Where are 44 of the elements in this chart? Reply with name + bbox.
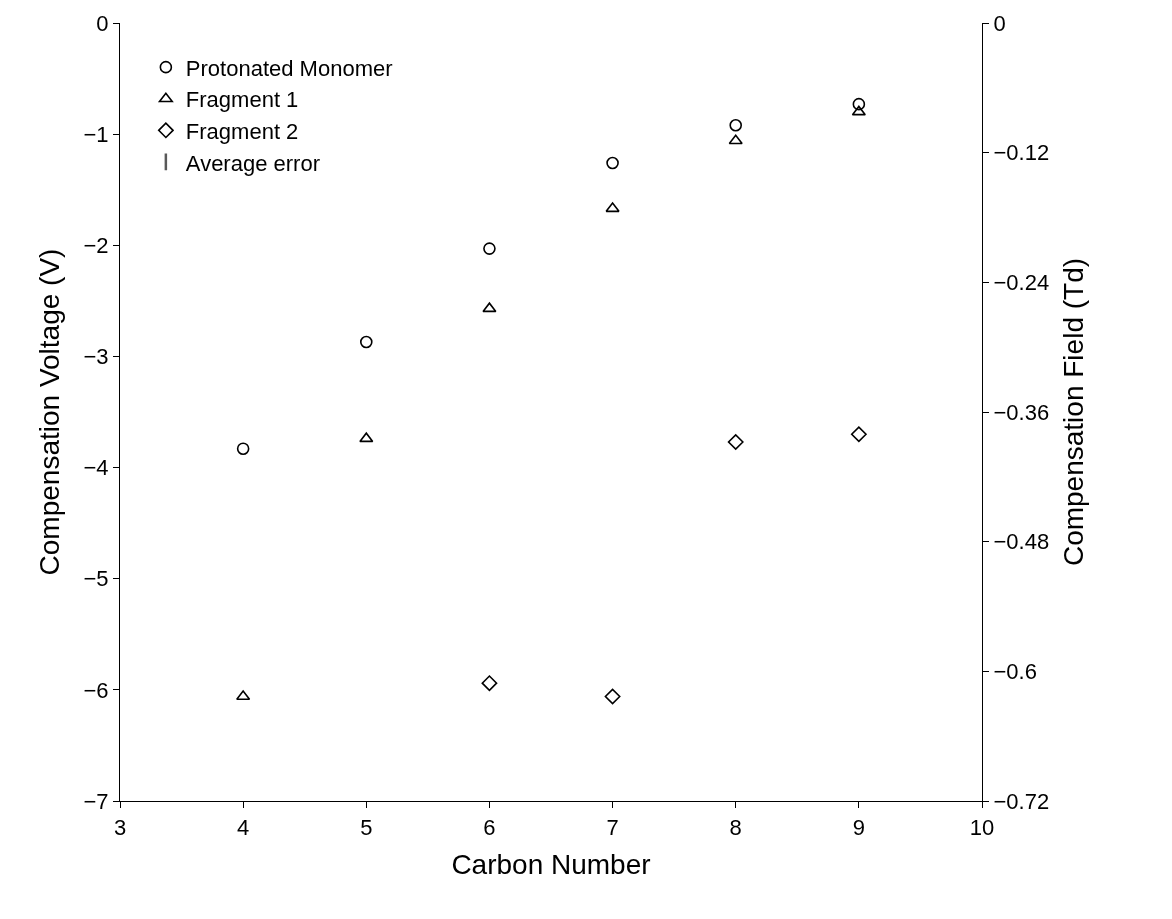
y-tick-label: −4	[83, 455, 109, 481]
point	[482, 302, 497, 313]
point	[729, 118, 743, 132]
point	[481, 675, 498, 692]
y-tick-label: −1	[83, 121, 109, 147]
y2-tick-label: −0.6	[993, 659, 1037, 685]
y2-tick-label: −0.12	[993, 140, 1050, 166]
x-tick-label: 5	[360, 814, 373, 840]
legend-label: Fragment 2	[185, 118, 299, 144]
y-tick-label: −3	[83, 344, 109, 370]
x-axis-title: Carbon Number	[451, 848, 651, 880]
x-tick-label: 9	[852, 814, 865, 840]
x-tick-label: 6	[483, 814, 496, 840]
x-tick-label: 3	[113, 814, 127, 840]
y2-tick-label: −0.36	[993, 399, 1050, 425]
y2-tick-label: −0.24	[993, 270, 1050, 296]
point	[359, 432, 374, 443]
point	[483, 242, 496, 255]
point	[359, 335, 373, 349]
legend-label: Average error	[185, 150, 320, 176]
y-tick-label: −7	[83, 788, 109, 814]
x-tick-label: 8	[729, 814, 742, 840]
point	[236, 442, 250, 455]
legend-label: Protonated Monomer	[185, 55, 393, 81]
y-tick-label: 0	[96, 10, 109, 36]
y-tick-label: −6	[83, 677, 109, 703]
y2-axis-title: Compensation Field (Td)	[1058, 257, 1090, 567]
point	[850, 426, 867, 443]
point	[605, 202, 620, 213]
y-tick-label: −2	[83, 232, 109, 258]
point	[604, 688, 621, 705]
point	[727, 434, 744, 450]
y2-tick-label: −0.72	[993, 788, 1050, 814]
point	[728, 134, 743, 145]
x-tick-label: 7	[606, 814, 619, 840]
x-tick-label: 10	[969, 814, 995, 840]
y-tick-label: −5	[83, 566, 109, 592]
y-axis-title: Compensation Voltage (V)	[34, 248, 66, 576]
y2-tick-label: 0	[993, 10, 1006, 36]
point	[852, 97, 866, 111]
y2-tick-label: −0.48	[993, 529, 1050, 555]
point	[606, 156, 619, 170]
legend-label: Fragment 1	[185, 87, 299, 113]
x-tick-label: 4	[237, 814, 250, 840]
